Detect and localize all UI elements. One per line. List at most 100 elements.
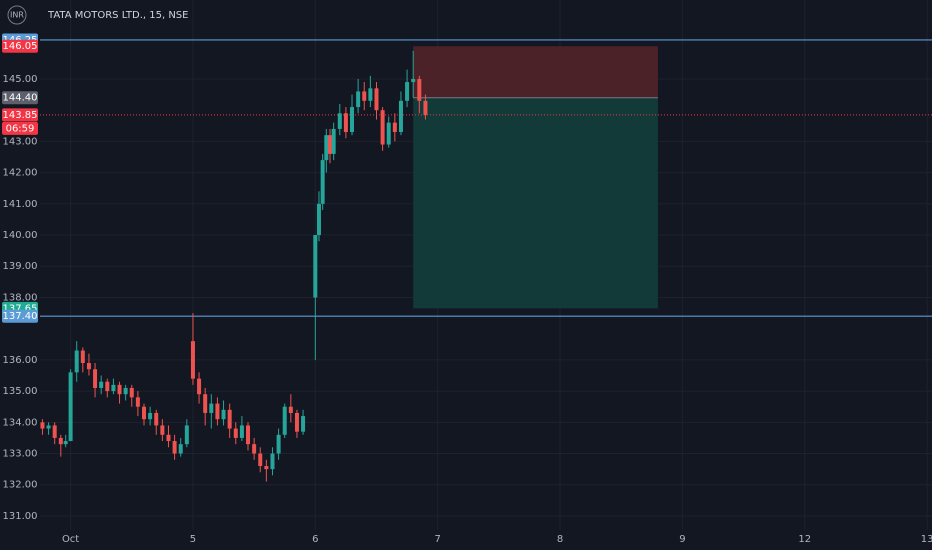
candle-body — [215, 403, 220, 420]
y-tick-label: 138.00 — [3, 292, 38, 303]
x-tick-label: 12 — [798, 534, 811, 545]
candle-body — [282, 406, 287, 435]
candle-body — [123, 387, 128, 395]
y-tick-label: 135.00 — [3, 386, 38, 397]
candle-body — [276, 434, 281, 454]
y-tick-label: 145.00 — [3, 74, 38, 85]
countdown: 06:59 — [6, 123, 35, 134]
candle-body — [288, 406, 293, 413]
candle-body — [227, 409, 232, 429]
stop-zone — [413, 46, 658, 98]
candle-body — [148, 412, 153, 420]
candle-body — [111, 384, 116, 392]
candle-body — [313, 235, 318, 298]
candle-body — [203, 394, 208, 413]
candle-body — [172, 441, 177, 454]
candle-body — [405, 82, 410, 101]
candle-body — [46, 425, 51, 429]
chart-title: TATA MOTORS LTD., 15, NSE — [47, 10, 188, 21]
x-tick-label: 9 — [679, 534, 685, 545]
candle-body — [270, 453, 275, 470]
candle-body — [320, 160, 325, 204]
x-tick-label: Oct — [62, 534, 79, 545]
candle-body — [301, 416, 306, 432]
candle-body — [184, 425, 189, 445]
candle-body — [327, 135, 332, 154]
x-tick-label: 13 — [921, 534, 932, 545]
price-label: 146.05 — [3, 41, 38, 52]
price-label-box — [2, 309, 38, 323]
currency-badge — [7, 5, 27, 25]
candle-body — [135, 397, 140, 407]
candle-body — [63, 441, 68, 445]
axis: 131.00 132.00 133.00 134.00 135.00 136.00 138.… — [2, 33, 932, 545]
x-tick-label: 5 — [190, 534, 196, 545]
candle-body — [350, 107, 355, 133]
candle-body — [423, 100, 428, 115]
candle-body — [209, 403, 214, 413]
candle-body — [197, 378, 202, 395]
candle-body — [246, 425, 251, 445]
candle-body — [117, 384, 122, 395]
candle-body — [154, 412, 159, 426]
candle-body — [258, 453, 263, 467]
candle-body — [392, 122, 397, 133]
x-tick-label: 8 — [557, 534, 563, 545]
candle-body — [337, 113, 342, 129]
currency: INR — [10, 11, 24, 20]
candle-body — [264, 466, 269, 470]
candle-body — [368, 88, 373, 101]
candle-body — [386, 122, 391, 145]
price-label: 143.85 — [3, 110, 38, 121]
candle-body — [166, 434, 171, 442]
price-label-box — [2, 91, 38, 105]
candle-body — [362, 91, 367, 101]
candle-body — [411, 78, 416, 83]
candle-body — [324, 135, 329, 161]
y-tick-label: 133.00 — [3, 449, 38, 460]
candle-body — [178, 444, 183, 454]
candle-body — [93, 369, 98, 388]
candle-body — [374, 88, 379, 111]
candle-body — [239, 425, 244, 438]
candle-body — [398, 100, 403, 133]
y-tick-label: 142.00 — [3, 168, 38, 179]
price-label: 137.65 — [3, 303, 38, 314]
y-tick-label: 132.00 — [3, 480, 38, 491]
candle-body — [142, 406, 147, 420]
candle-body — [190, 341, 195, 379]
y-tick-label: 140.00 — [3, 230, 38, 241]
target-zone — [413, 97, 658, 309]
price-label-box — [2, 39, 38, 53]
x-tick-label: 6 — [312, 534, 318, 545]
candle-body — [316, 203, 321, 236]
candle-body — [80, 350, 85, 364]
plot — [40, 39, 932, 482]
y-tick-label: 136.00 — [3, 355, 38, 366]
candle-body — [52, 425, 57, 438]
candle-body — [294, 412, 299, 432]
candle-body — [40, 422, 45, 429]
candle-body — [68, 372, 73, 442]
y-tick-label: 131.00 — [3, 511, 38, 522]
candle-body — [221, 409, 226, 420]
y-tick-label: 134.00 — [3, 417, 38, 428]
candle-body — [331, 128, 336, 154]
y-tick-label: 139.00 — [3, 261, 38, 272]
candle-body — [160, 425, 165, 435]
candle-body — [380, 110, 385, 145]
candle-body — [252, 444, 257, 454]
candle-body — [343, 113, 348, 133]
candle-body — [58, 437, 63, 445]
price-label-box — [2, 108, 38, 122]
candle-body — [105, 381, 110, 392]
candle-body — [233, 428, 238, 438]
price-label: 144.40 — [3, 93, 38, 104]
countdown-box — [2, 121, 38, 135]
x-tick-label: 7 — [434, 534, 440, 545]
y-tick-label: 141.00 — [3, 199, 38, 210]
candle-body — [86, 363, 91, 370]
candle-body — [417, 78, 422, 101]
candle-body — [129, 387, 134, 398]
